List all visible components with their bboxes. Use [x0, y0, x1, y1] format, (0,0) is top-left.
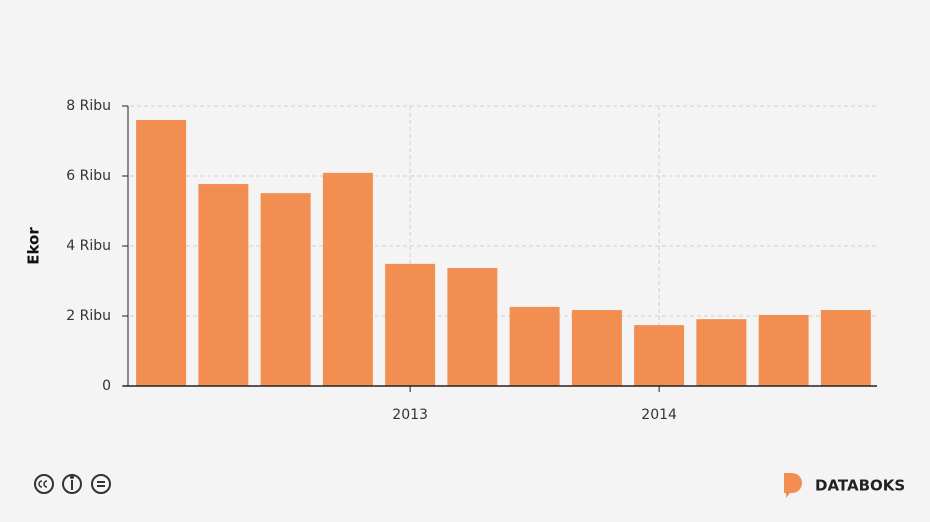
y-tick-label: 4 Ribu — [66, 238, 111, 254]
cc-icons — [34, 474, 111, 494]
bar — [322, 172, 373, 386]
bar — [385, 263, 436, 386]
bar — [820, 310, 871, 386]
brand-logo — [784, 473, 802, 498]
y-axis-label: Ekor — [25, 227, 43, 265]
y-tick-label: 0 — [102, 378, 111, 394]
bar — [198, 184, 249, 386]
bar — [136, 120, 187, 386]
bar — [634, 325, 685, 386]
y-tick-label: 2 Ribu — [66, 308, 111, 324]
bar — [571, 310, 622, 386]
brand-name: DATABOKS — [815, 477, 905, 495]
bar — [447, 268, 498, 386]
bar — [696, 319, 747, 386]
y-tick-label: 8 Ribu — [66, 98, 111, 114]
x-tick-label: 2014 — [641, 407, 677, 423]
bar — [509, 306, 560, 386]
y-tick-label: 6 Ribu — [66, 168, 111, 184]
x-tick-label: 2013 — [392, 407, 428, 423]
bar — [260, 193, 311, 386]
bar — [758, 314, 809, 386]
